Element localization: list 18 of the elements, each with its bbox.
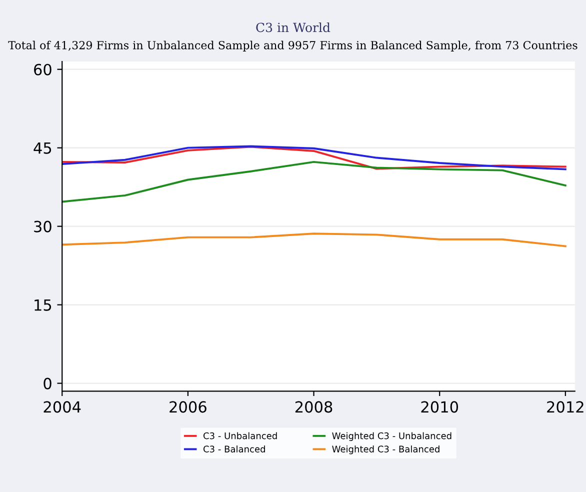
legend-label: C3 - Unbalanced (203, 432, 277, 440)
x-tick-label: 2010 (421, 401, 458, 413)
line-series (62, 232, 566, 248)
legend-label: Weighted C3 - Balanced (332, 445, 440, 454)
x-tick-label: 2004 (44, 401, 81, 413)
y-tick-label: 15 (34, 299, 52, 311)
x-tick-label: 2012 (547, 401, 584, 413)
chart-subtitle: Total of 41,329 Firms in Unbalanced Sample and 9957 Firms in Balanced Sample, from 73 Countries (8, 40, 578, 52)
y-tick-label: 45 (34, 142, 52, 154)
y-tick-label: 30 (34, 220, 52, 232)
y-tick-label: 60 (34, 64, 52, 76)
legend-label: C3 - Balanced (203, 445, 265, 452)
x-tick-label: 2008 (295, 401, 332, 413)
line-series (62, 160, 566, 203)
y-tick-label: 0 (44, 378, 52, 390)
chart-title: C3 in World (256, 22, 330, 32)
x-tick-label: 2006 (170, 401, 206, 413)
legend-label: Weighted C3 - Unbalanced (332, 432, 452, 441)
